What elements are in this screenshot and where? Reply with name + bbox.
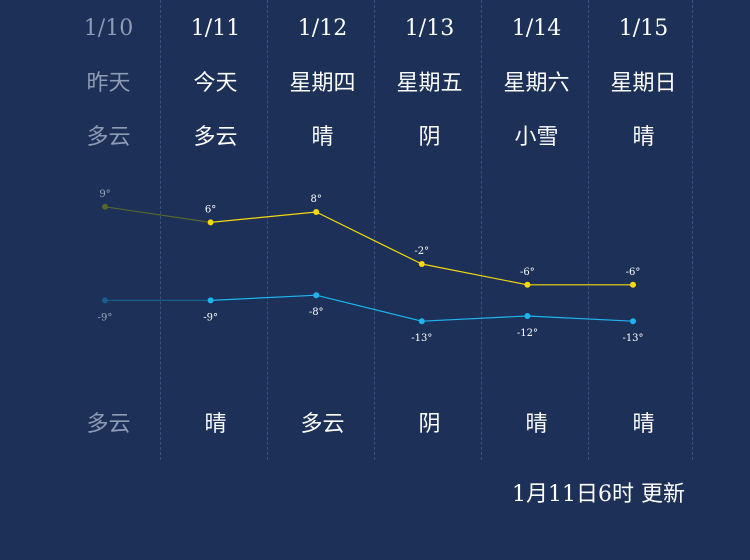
- night-weather: 多云: [86, 412, 131, 437]
- column-divider: [692, 0, 693, 460]
- high-temp-line-segment: [421, 263, 528, 286]
- column-divider: [481, 0, 482, 460]
- column-divider: [374, 0, 375, 460]
- day-weather: 晴: [311, 125, 334, 150]
- day-label: 星期日: [610, 71, 677, 96]
- night-weather: 晴: [204, 412, 227, 437]
- low-temp-point: [207, 297, 214, 304]
- low-temp-line-segment: [527, 315, 634, 322]
- high-temp-label: -6°: [626, 267, 641, 278]
- column-divider: [588, 0, 589, 460]
- day-weather: 晴: [632, 125, 655, 150]
- low-temp-point: [313, 292, 320, 299]
- low-temp-point: [524, 313, 531, 319]
- high-temp-point: [313, 209, 320, 215]
- low-temp-line-segment: [421, 315, 528, 322]
- update-time: 1月11日6时 更新: [512, 482, 685, 507]
- low-temp-label: -9°: [98, 312, 113, 323]
- low-temp-label: -9°: [203, 312, 218, 323]
- high-temp-point: [207, 219, 214, 226]
- night-weather: 晴: [632, 412, 655, 437]
- date-label: 1/11: [190, 16, 241, 41]
- low-temp-point: [418, 318, 425, 325]
- high-temp-label: -2°: [414, 246, 429, 257]
- day-label: 星期四: [289, 71, 356, 96]
- high-temp-label: 8°: [311, 194, 322, 205]
- low-temp-point: [630, 318, 636, 325]
- date-label: 1/13: [404, 16, 455, 41]
- date-label: 1/14: [511, 16, 562, 41]
- day-label: 昨天: [86, 71, 131, 96]
- high-temp-point: [524, 281, 531, 288]
- night-weather: 晴: [525, 412, 548, 437]
- high-temp-label: 6°: [205, 204, 216, 215]
- day-weather: 阴: [418, 125, 441, 150]
- day-weather: 小雪: [514, 125, 559, 150]
- date-label: 1/12: [297, 16, 348, 41]
- day-weather: 多云: [193, 125, 238, 150]
- column-divider: [160, 0, 161, 460]
- night-weather: 阴: [418, 412, 441, 437]
- column-divider: [267, 0, 268, 460]
- day-label: 星期六: [503, 71, 570, 96]
- day-column: 1/13 星期五阴阴: [376, 0, 483, 460]
- high-temp-point: [102, 203, 108, 210]
- day-column: 1/14 星期六小雪晴: [483, 0, 590, 460]
- day-weather: 多云: [86, 125, 131, 150]
- high-temp-point: [418, 261, 425, 267]
- day-label: 星期五: [396, 71, 463, 96]
- date-label: 1/15: [618, 16, 669, 41]
- high-temp-label: 9°: [99, 189, 110, 200]
- low-temp-label: -12°: [517, 328, 538, 339]
- low-temp-label: -13°: [622, 333, 643, 344]
- date-label: 1/10: [83, 16, 134, 41]
- high-temp-point: [630, 281, 636, 288]
- day-column: 1/11 今天多云晴: [162, 0, 269, 460]
- high-temp-line-segment: [210, 211, 317, 223]
- low-temp-line-segment: [316, 294, 422, 322]
- high-temp-line-segment: [104, 206, 211, 223]
- low-temp-point: [102, 297, 108, 304]
- day-column: 1/10 昨天 多云 多云: [55, 0, 162, 460]
- low-temp-label: -8°: [309, 307, 324, 318]
- high-temp-label: -6°: [520, 267, 535, 278]
- low-temp-line-segment: [210, 294, 317, 301]
- low-temp-label: -13°: [411, 333, 432, 344]
- high-temp-line-segment: [315, 211, 423, 265]
- day-column: 1/12 星期四晴多云: [269, 0, 376, 460]
- night-weather: 多云: [300, 412, 345, 437]
- day-column: 1/15 星期日晴晴: [590, 0, 697, 460]
- day-label: 今天: [193, 71, 238, 96]
